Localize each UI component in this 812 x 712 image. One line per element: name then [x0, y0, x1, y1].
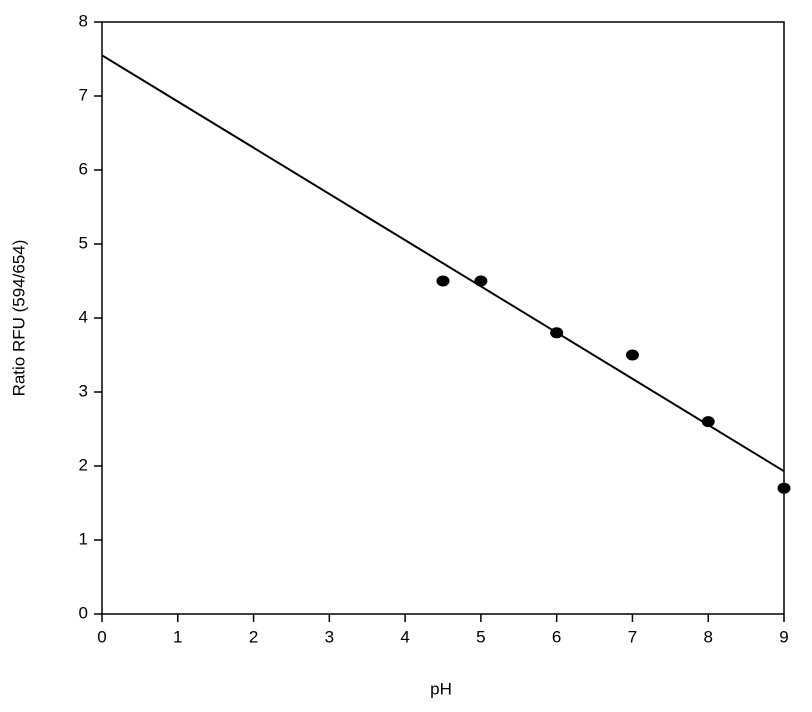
x-tick-label: 8: [703, 627, 712, 646]
y-tick-label: 8: [79, 11, 88, 30]
y-tick-label: 5: [79, 233, 88, 252]
x-tick-label: 0: [97, 627, 106, 646]
y-axis-label: Ratio RFU (594/654): [9, 240, 28, 397]
x-tick-label: 9: [779, 627, 788, 646]
x-tick-label: 4: [400, 627, 409, 646]
y-tick-label: 0: [79, 603, 88, 622]
trend-line: [101, 54, 785, 473]
x-tick-label: 6: [552, 627, 561, 646]
point: [550, 327, 564, 339]
y-tick-label: 3: [79, 381, 88, 400]
x-tick-label: 7: [628, 627, 637, 646]
x-axis-label: pH: [430, 679, 452, 698]
x-tick-label: 5: [476, 627, 485, 646]
y-tick-label: 7: [79, 85, 88, 104]
point: [701, 416, 715, 428]
point: [777, 482, 791, 494]
x-tick-label: 2: [249, 627, 258, 646]
y-tick-label: 2: [79, 455, 88, 474]
point: [625, 349, 639, 361]
x-tick-label: 1: [173, 627, 182, 646]
point: [474, 275, 488, 287]
y-tick-label: 6: [79, 159, 88, 178]
y-tick-label: 1: [79, 529, 88, 548]
y-tick-label: 4: [79, 307, 88, 326]
point: [436, 275, 450, 287]
plot-frame: [101, 21, 785, 615]
x-tick-label: 3: [325, 627, 334, 646]
